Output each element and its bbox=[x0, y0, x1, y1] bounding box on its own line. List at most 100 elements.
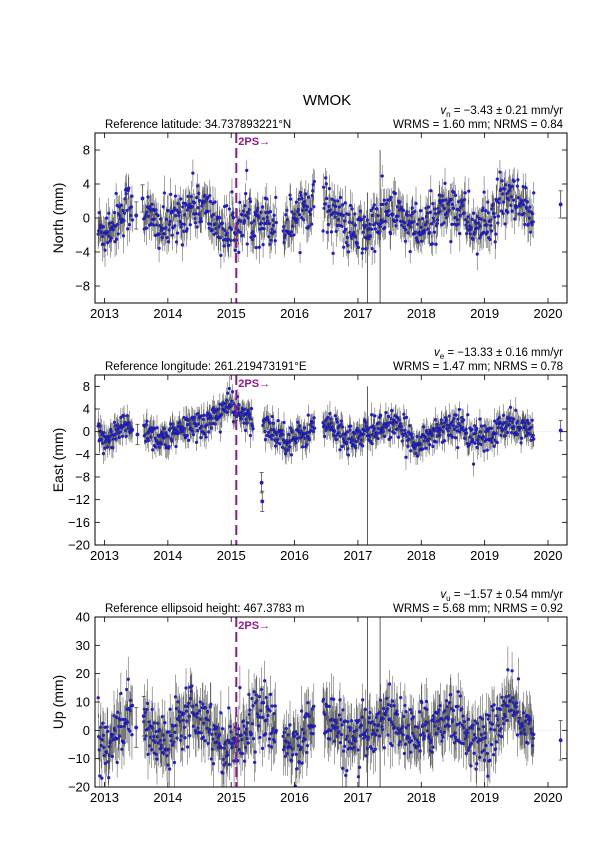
data-point bbox=[190, 684, 194, 688]
data-point bbox=[327, 704, 332, 709]
data-point bbox=[282, 420, 286, 425]
data-point bbox=[169, 192, 173, 196]
data-point bbox=[105, 725, 109, 729]
data-point bbox=[387, 682, 392, 686]
data-point bbox=[364, 247, 368, 251]
data-point bbox=[525, 200, 530, 204]
data-point bbox=[530, 418, 534, 422]
data-point bbox=[348, 428, 352, 432]
velocity-symbol: v bbox=[440, 105, 447, 117]
data-point bbox=[432, 219, 436, 223]
data-point bbox=[471, 723, 475, 727]
data-point bbox=[446, 428, 450, 433]
data-point bbox=[516, 178, 520, 182]
data-point bbox=[188, 223, 192, 227]
data-point bbox=[456, 690, 460, 694]
data-point bbox=[213, 200, 217, 204]
data-point bbox=[337, 730, 341, 734]
y-tick-label: −12 bbox=[68, 492, 90, 507]
data-point bbox=[219, 253, 223, 258]
data-point bbox=[462, 211, 466, 215]
data-point bbox=[312, 704, 316, 709]
data-point bbox=[152, 223, 156, 227]
data-point bbox=[222, 244, 226, 248]
data-point bbox=[238, 230, 243, 234]
data-point bbox=[160, 235, 164, 240]
data-point bbox=[339, 419, 344, 423]
data-point bbox=[363, 730, 367, 735]
data-point bbox=[170, 233, 174, 237]
data-point bbox=[409, 449, 413, 453]
data-point bbox=[257, 695, 262, 699]
data-point bbox=[359, 217, 364, 222]
velocity-subscript: u bbox=[446, 594, 450, 603]
data-point bbox=[282, 730, 286, 735]
y-axis-label: East (mm) bbox=[50, 428, 66, 493]
data-point bbox=[187, 438, 191, 442]
data-point bbox=[342, 749, 346, 753]
data-point bbox=[304, 208, 309, 212]
data-point bbox=[481, 725, 486, 729]
data-point bbox=[305, 442, 309, 447]
data-point bbox=[246, 721, 250, 725]
data-point bbox=[273, 239, 277, 243]
data-point bbox=[463, 218, 468, 222]
data-point bbox=[485, 230, 489, 234]
data-point bbox=[294, 200, 299, 204]
data-point bbox=[268, 709, 272, 713]
data-point bbox=[125, 208, 129, 213]
data-point bbox=[243, 204, 247, 208]
data-point bbox=[404, 415, 409, 420]
x-tick-label: 2017 bbox=[343, 306, 372, 321]
data-point bbox=[259, 221, 264, 225]
data-point bbox=[278, 442, 282, 446]
data-point bbox=[558, 738, 563, 743]
data-point bbox=[376, 213, 380, 218]
x-tick-label: 2019 bbox=[470, 548, 499, 563]
velocity-label: ve = −13.33 ± 0.16 mm/yr bbox=[434, 347, 563, 361]
data-point bbox=[345, 430, 350, 434]
data-point bbox=[218, 216, 222, 220]
data-point bbox=[312, 426, 317, 430]
data-point bbox=[276, 437, 280, 442]
data-point bbox=[101, 733, 106, 738]
x-tick-label: 2018 bbox=[407, 306, 436, 321]
data-point bbox=[344, 227, 348, 231]
data-point bbox=[421, 217, 425, 221]
data-point bbox=[430, 430, 434, 434]
data-point bbox=[195, 225, 199, 229]
data-point bbox=[346, 250, 351, 254]
data-point bbox=[416, 240, 420, 244]
data-point bbox=[467, 189, 471, 193]
data-point bbox=[493, 215, 497, 219]
data-point bbox=[381, 727, 385, 732]
data-point bbox=[418, 749, 422, 753]
data-point bbox=[311, 182, 315, 187]
data-point bbox=[503, 434, 507, 438]
y-tick-label: −8 bbox=[75, 279, 90, 294]
data-point bbox=[168, 222, 172, 227]
data-point bbox=[144, 226, 149, 230]
y-tick-label: 0 bbox=[83, 723, 90, 738]
data-point bbox=[297, 212, 302, 217]
data-point bbox=[247, 207, 252, 212]
data-point bbox=[453, 731, 457, 735]
data-point bbox=[532, 191, 536, 195]
data-point bbox=[202, 413, 206, 417]
data-point bbox=[304, 192, 308, 196]
y-tick-label: −20 bbox=[68, 780, 90, 795]
data-point bbox=[337, 713, 342, 717]
data-point bbox=[130, 733, 134, 737]
data-point bbox=[294, 752, 299, 757]
data-point bbox=[407, 736, 411, 740]
data-point bbox=[515, 701, 519, 705]
data-point bbox=[244, 428, 248, 433]
data-point bbox=[199, 219, 203, 224]
data-point bbox=[150, 707, 154, 712]
x-tick-label: 2019 bbox=[470, 306, 499, 321]
data-point bbox=[287, 432, 291, 437]
y-tick-label: −16 bbox=[68, 515, 90, 530]
x-tick-label: 2016 bbox=[280, 548, 309, 563]
data-point bbox=[244, 191, 248, 196]
x-tick-label: 2013 bbox=[90, 548, 119, 563]
